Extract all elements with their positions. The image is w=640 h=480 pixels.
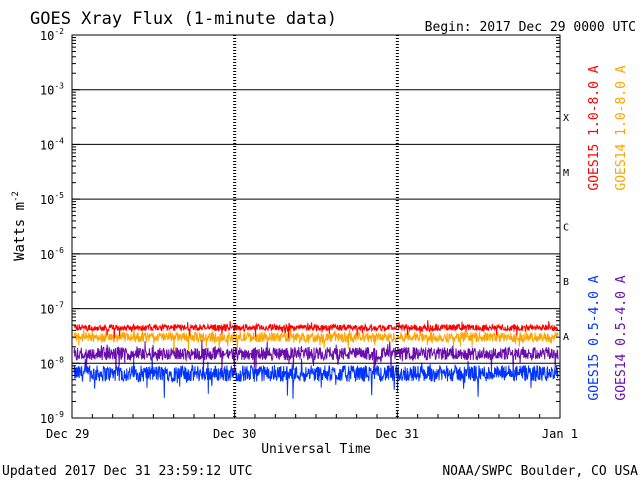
y-tick-base: 10 xyxy=(40,303,54,317)
begin-label: Begin: 2017 Dec 29 0000 UTC xyxy=(425,20,636,35)
svg-text:Watts m-2: Watts m-2 xyxy=(11,191,28,261)
legend-label: GOES15 1.0-8.0 A xyxy=(587,65,602,190)
y-tick-exp: -8 xyxy=(54,355,64,364)
flare-class-x: X xyxy=(563,113,569,124)
y-tick-exp: -3 xyxy=(54,82,64,91)
legend-label: GOES14 0.5-4.0 A xyxy=(614,275,629,400)
y-tick-label: 10-9 xyxy=(40,410,64,426)
y-tick-base: 10 xyxy=(40,248,54,262)
x-axis-label: Universal Time xyxy=(261,442,371,457)
chart-title: GOES Xray Flux (1-minute data) xyxy=(30,9,337,29)
y-axis-label-exp: -2 xyxy=(11,191,21,202)
flare-class-a: A xyxy=(563,332,569,343)
updated-label: Updated 2017 Dec 31 23:59:12 UTC xyxy=(2,464,252,479)
y-tick-label: 10-3 xyxy=(40,82,64,98)
series-line xyxy=(73,354,559,399)
y-tick-label: 10-6 xyxy=(40,246,64,262)
x-axis-ticks: Dec 29 Dec 30 Dec 31 Jan 1 xyxy=(46,410,578,441)
x-tick-label: Dec 29 xyxy=(46,427,89,441)
x-tick-label: Dec 30 xyxy=(213,427,256,441)
legend-label: GOES15 0.5-4.0 A xyxy=(587,275,602,400)
x-tick-label: Dec 31 xyxy=(376,427,419,441)
y-tick-base: 10 xyxy=(40,138,54,152)
y-tick-exp: -2 xyxy=(54,27,64,36)
y-tick-exp: -9 xyxy=(54,410,64,419)
y-tick-base: 10 xyxy=(40,84,54,98)
y-tick-exp: -4 xyxy=(54,136,64,145)
y-tick-label: 10-5 xyxy=(40,191,64,207)
y-tick-label: 10-8 xyxy=(40,355,64,371)
y-tick-label: 10-4 xyxy=(40,136,64,152)
credit-label: NOAA/SWPC Boulder, CO USA xyxy=(442,464,638,479)
legend-entry: GOES14 1.0-8.0 A xyxy=(614,65,629,190)
y-axis-label: Watts m-2 xyxy=(11,191,28,261)
y-tick-label: 10-7 xyxy=(40,301,64,317)
series-line xyxy=(73,339,559,376)
y-tick-base: 10 xyxy=(40,29,54,43)
plot-frame xyxy=(71,34,561,419)
y-tick-base: 10 xyxy=(40,193,54,207)
y-tick-exp: -6 xyxy=(54,246,64,255)
flare-class-b: B xyxy=(563,277,569,288)
y-axis-label-base: Watts m xyxy=(12,202,28,261)
y-tick-base: 10 xyxy=(40,357,54,371)
legend-entry: GOES14 0.5-4.0 A xyxy=(614,275,629,400)
y-axis-ticks: 10-210-310-410-510-610-710-810-9 xyxy=(40,27,560,426)
x-tick-label: Jan 1 xyxy=(542,427,578,441)
legend-entry: GOES15 0.5-4.0 A xyxy=(587,275,602,400)
y-tick-label: 10-2 xyxy=(40,27,64,43)
series-line xyxy=(73,320,559,339)
legend-entry: GOES15 1.0-8.0 A xyxy=(587,65,602,190)
grid-layer xyxy=(72,35,560,418)
y-tick-exp: -5 xyxy=(54,191,64,200)
series-line xyxy=(73,327,559,352)
y-tick-exp: -7 xyxy=(54,301,64,310)
legend: GOES15 1.0-8.0 A GOES14 1.0-8.0 A GOES14 0… xyxy=(587,65,629,400)
legend-label: GOES14 1.0-8.0 A xyxy=(614,65,629,190)
flare-class-c: C xyxy=(563,223,569,234)
flare-class-m: M xyxy=(563,168,569,179)
flare-class-labels: X M C B A xyxy=(563,113,569,343)
series-layer xyxy=(73,320,559,399)
y-tick-base: 10 xyxy=(40,412,54,426)
